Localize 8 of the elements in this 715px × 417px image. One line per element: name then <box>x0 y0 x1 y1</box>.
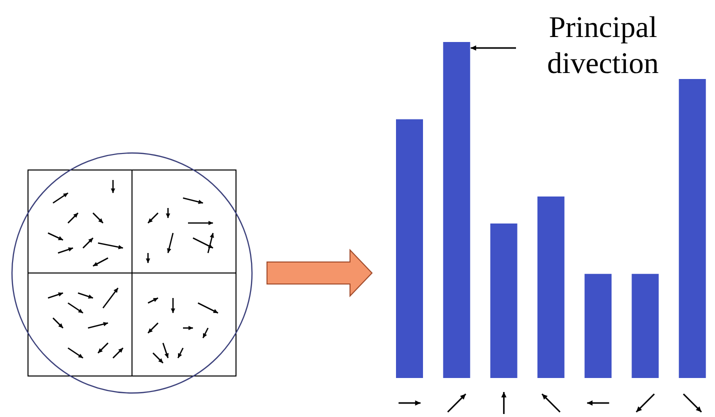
bar <box>632 274 659 378</box>
bar <box>396 119 423 378</box>
bar <box>443 42 470 378</box>
bar <box>678 78 706 378</box>
bar <box>537 196 564 378</box>
bar <box>584 274 612 378</box>
annotation: Principal divection <box>546 10 660 82</box>
bar <box>490 223 518 378</box>
